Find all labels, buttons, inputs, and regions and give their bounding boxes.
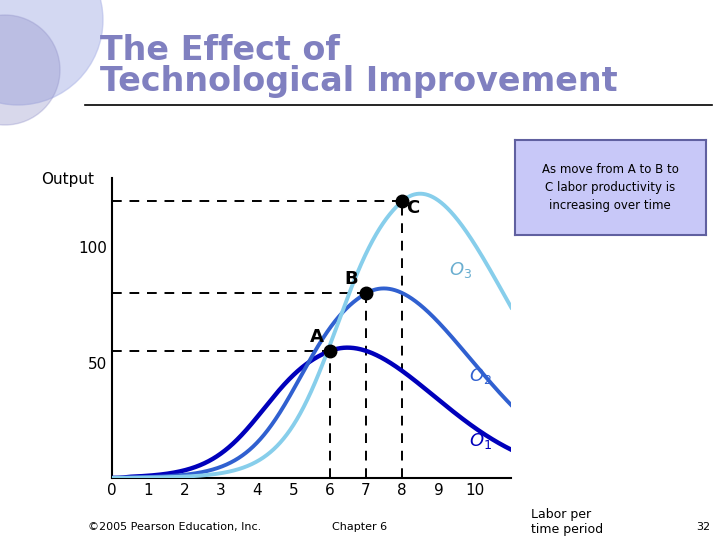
Text: The Effect of: The Effect of: [100, 33, 340, 66]
Text: A: A: [310, 328, 323, 346]
Text: $O_2$: $O_2$: [469, 366, 492, 386]
Text: Technological Improvement: Technological Improvement: [100, 65, 618, 98]
Text: As move from A to B to
C labor productivity is
increasing over time: As move from A to B to C labor productiv…: [541, 163, 679, 212]
Y-axis label: Output: Output: [41, 172, 94, 187]
Text: 32: 32: [696, 522, 710, 532]
Circle shape: [0, 0, 103, 105]
Text: ©2005 Pearson Education, Inc.: ©2005 Pearson Education, Inc.: [88, 522, 261, 532]
Text: C: C: [407, 199, 420, 217]
Text: B: B: [344, 270, 358, 288]
Text: $O_1$: $O_1$: [469, 430, 492, 450]
Text: Chapter 6: Chapter 6: [333, 522, 387, 532]
Circle shape: [0, 15, 60, 125]
Text: Labor per
time period: Labor per time period: [531, 508, 603, 536]
Text: $O_3$: $O_3$: [449, 260, 472, 280]
